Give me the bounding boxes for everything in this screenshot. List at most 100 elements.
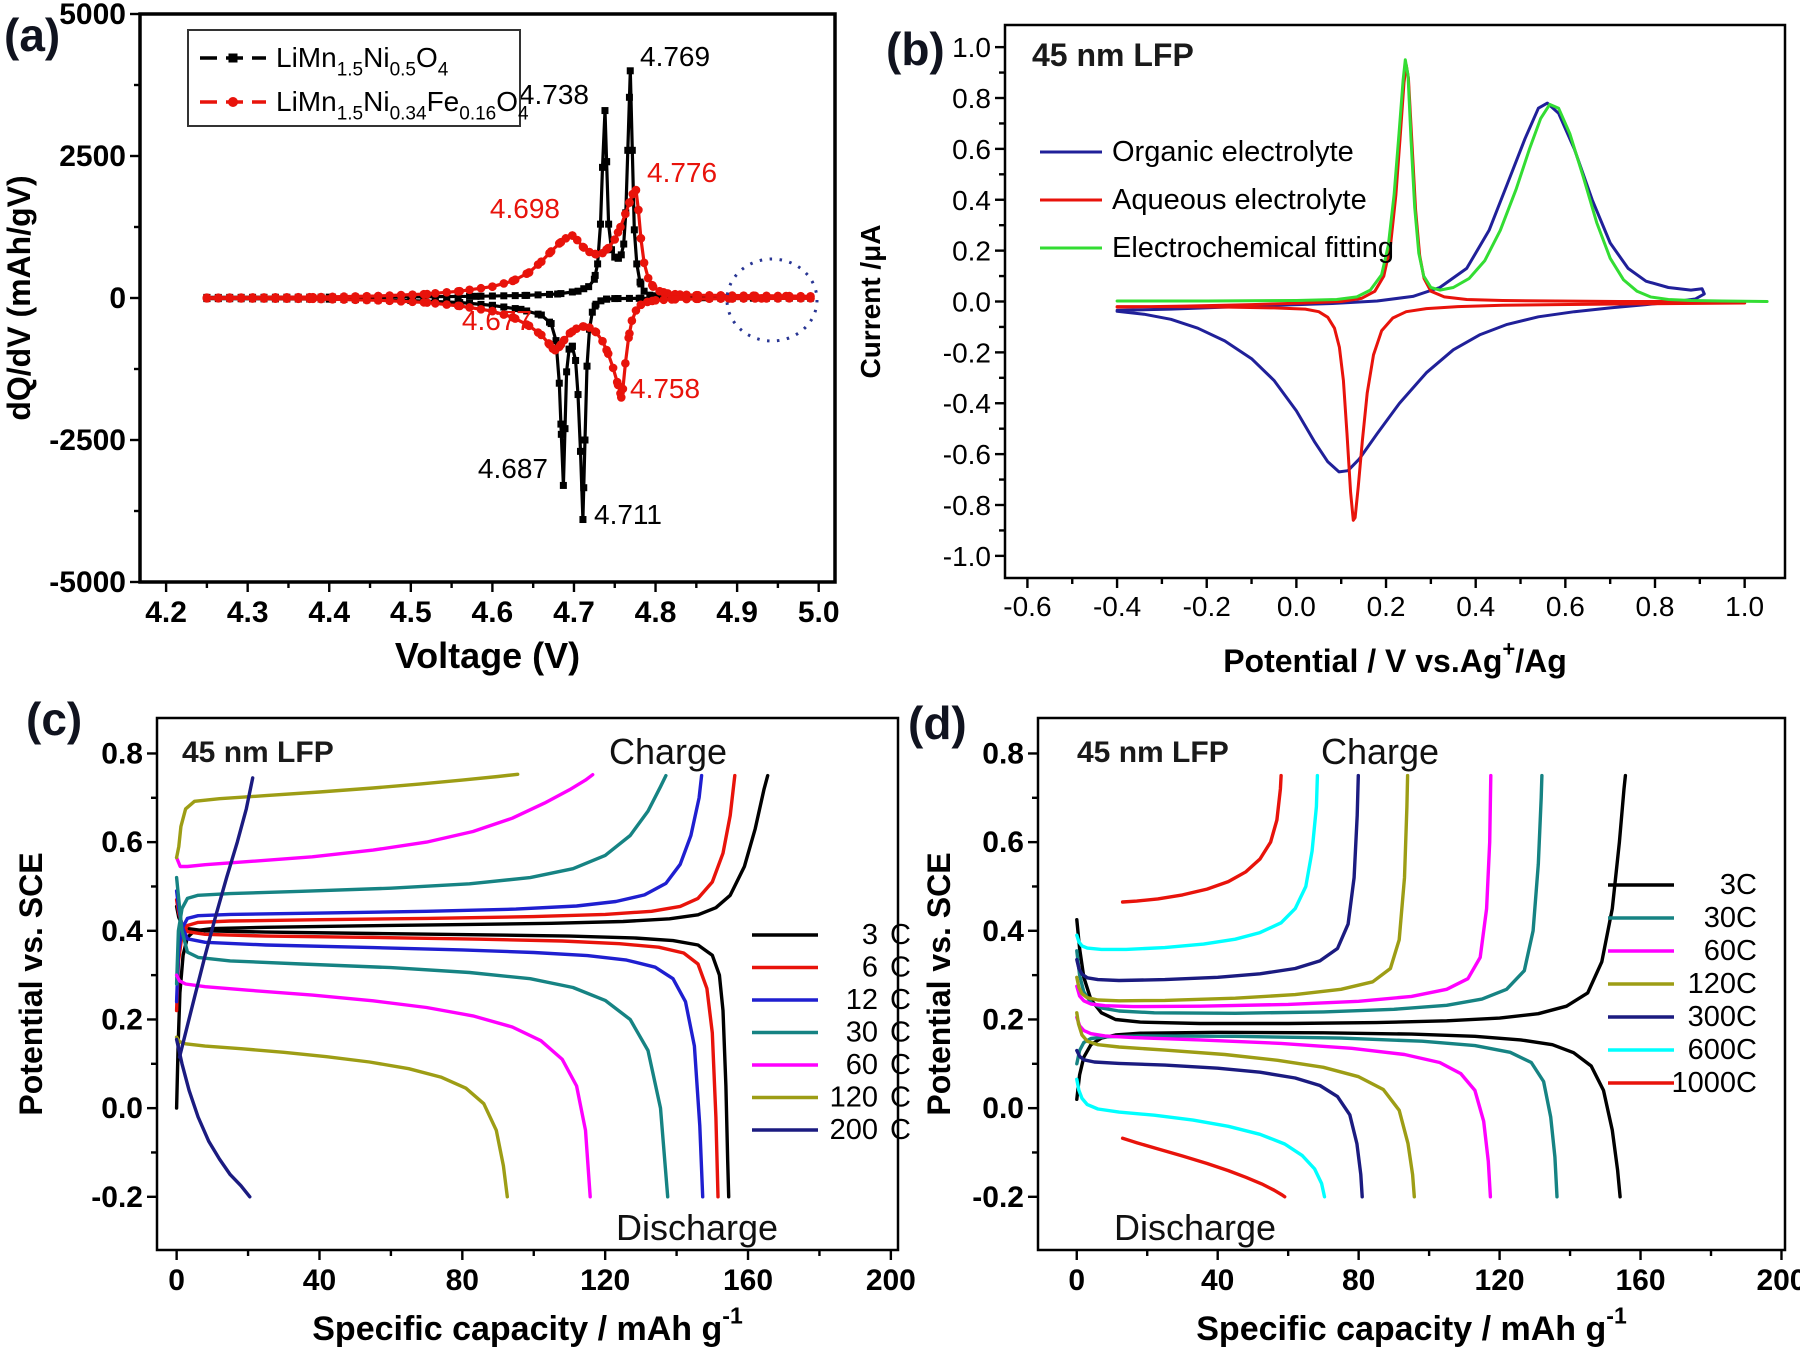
panel-d-series-600C bbox=[1075, 773, 1327, 1199]
svg-text:Organic electrolyte: Organic electrolyte bbox=[1112, 136, 1354, 168]
svg-text:-0.6: -0.6 bbox=[943, 439, 991, 470]
svg-text:4.711: 4.711 bbox=[594, 499, 662, 530]
svg-text:Specific capacity / mAh g-1: Specific capacity / mAh g-1 bbox=[312, 1303, 743, 1348]
panel-d-series-60C bbox=[1075, 773, 1493, 1199]
panel-c-series-120C bbox=[174, 772, 520, 1199]
svg-text:-5000: -5000 bbox=[49, 566, 126, 599]
svg-text:Discharge: Discharge bbox=[1114, 1207, 1276, 1248]
svg-text:1.0: 1.0 bbox=[952, 32, 991, 63]
svg-text:0.2: 0.2 bbox=[1367, 591, 1406, 622]
svg-text:0.2: 0.2 bbox=[952, 236, 991, 267]
svg-text:Discharge: Discharge bbox=[616, 1207, 778, 1248]
svg-text:2500: 2500 bbox=[59, 140, 126, 173]
svg-text:30C: 30C bbox=[1704, 902, 1757, 934]
svg-text:4.677: 4.677 bbox=[462, 305, 532, 336]
svg-text:4.5: 4.5 bbox=[390, 596, 432, 629]
svg-text:45 nm LFP: 45 nm LFP bbox=[182, 736, 334, 769]
svg-text:12: 12 bbox=[846, 984, 878, 1016]
svg-text:160: 160 bbox=[723, 1264, 773, 1297]
svg-text:0: 0 bbox=[109, 282, 126, 315]
svg-text:4.738: 4.738 bbox=[519, 79, 589, 110]
svg-text:40: 40 bbox=[303, 1264, 336, 1297]
svg-text:6: 6 bbox=[862, 952, 878, 984]
svg-text:160: 160 bbox=[1616, 1264, 1666, 1297]
svg-text:0.0: 0.0 bbox=[952, 287, 991, 318]
svg-text:-0.2: -0.2 bbox=[943, 337, 991, 368]
svg-text:Voltage (V): Voltage (V) bbox=[395, 635, 580, 676]
svg-text:0: 0 bbox=[1068, 1264, 1085, 1297]
panel-c-series-60C bbox=[174, 773, 595, 1199]
svg-text:45 nm LFP: 45 nm LFP bbox=[1077, 736, 1229, 769]
svg-text:0.0: 0.0 bbox=[101, 1092, 143, 1125]
svg-text:Potential / V vs.Ag+/Ag: Potential / V vs.Ag+/Ag bbox=[1223, 637, 1567, 679]
svg-text:30: 30 bbox=[846, 1017, 878, 1049]
svg-text:0.0: 0.0 bbox=[982, 1092, 1024, 1125]
svg-text:C: C bbox=[890, 1049, 911, 1081]
svg-text:0.4: 0.4 bbox=[982, 915, 1024, 948]
panel-a-highlight-ellipse bbox=[725, 257, 819, 343]
svg-text:Charge: Charge bbox=[609, 731, 727, 772]
svg-text:0.4: 0.4 bbox=[1456, 591, 1495, 622]
svg-text:60: 60 bbox=[846, 1049, 878, 1081]
svg-text:4.3: 4.3 bbox=[227, 596, 269, 629]
svg-text:200: 200 bbox=[866, 1264, 916, 1297]
panel-label-d: (d) bbox=[908, 697, 967, 749]
svg-text:1.0: 1.0 bbox=[1725, 591, 1764, 622]
svg-text:-0.6: -0.6 bbox=[1003, 591, 1051, 622]
panel-d-series-1000C bbox=[1120, 773, 1287, 1199]
svg-text:60C: 60C bbox=[1704, 935, 1757, 967]
svg-text:120C: 120C bbox=[1688, 968, 1757, 1000]
svg-text:0: 0 bbox=[168, 1264, 185, 1297]
svg-text:1000C: 1000C bbox=[1672, 1067, 1757, 1099]
panel-c-series-12C bbox=[174, 773, 705, 1199]
svg-text:C: C bbox=[890, 919, 911, 951]
svg-text:3: 3 bbox=[862, 919, 878, 951]
panel-d-series-300C bbox=[1075, 773, 1364, 1199]
panel-c: 0 40 80 120 160 200 -0.2 0.0 0.2 0.4 0.6 0.8 45 nm L… bbox=[13, 716, 916, 1348]
svg-text:4.7: 4.7 bbox=[553, 596, 595, 629]
panel-c-axes: 0 40 80 120 160 200 -0.2 0.0 0.2 0.4 0.6 0.8 bbox=[91, 737, 916, 1297]
svg-text:0.4: 0.4 bbox=[952, 185, 991, 216]
svg-text:0.8: 0.8 bbox=[982, 737, 1024, 770]
svg-text:C: C bbox=[890, 984, 911, 1016]
panel-label-b: (b) bbox=[886, 23, 945, 75]
svg-text:Current /μA: Current /μA bbox=[855, 224, 886, 378]
svg-text:0.6: 0.6 bbox=[952, 134, 991, 165]
svg-text:C: C bbox=[890, 952, 911, 984]
panel-label-c: (c) bbox=[26, 693, 83, 745]
svg-text:0.6: 0.6 bbox=[1546, 591, 1585, 622]
svg-text:5000: 5000 bbox=[59, 0, 126, 31]
panel-b-axes: -0.6 -0.4 -0.2 0.0 0.2 0.4 0.6 0.8 1.0 -1.0 -0.8 -0… bbox=[943, 32, 1764, 622]
svg-text:0.2: 0.2 bbox=[982, 1003, 1024, 1036]
svg-text:C: C bbox=[890, 1114, 911, 1146]
svg-text:-0.2: -0.2 bbox=[972, 1181, 1024, 1214]
svg-text:0.6: 0.6 bbox=[101, 826, 143, 859]
svg-text:80: 80 bbox=[446, 1264, 479, 1297]
panel-a-series-LiMn1.5Ni0.34Fe0.16O4 bbox=[202, 185, 815, 402]
svg-text:200: 200 bbox=[1756, 1264, 1800, 1297]
panel-c-series-3C bbox=[174, 773, 770, 1199]
panel-a: 4.2 4.3 4.4 4.5 4.6 4.7 4.8 4.9 5.0 -5000 -2500 0 25… bbox=[1, 0, 840, 676]
svg-text:200: 200 bbox=[830, 1114, 878, 1146]
svg-text:Aqueous electrolyte: Aqueous electrolyte bbox=[1112, 184, 1367, 216]
svg-text:dQ/dV (mAh/gV): dQ/dV (mAh/gV) bbox=[1, 175, 37, 420]
svg-text:Potential vs. SCE: Potential vs. SCE bbox=[13, 852, 49, 1115]
svg-text:0.2: 0.2 bbox=[101, 1003, 143, 1036]
panel-label-a: (a) bbox=[4, 9, 61, 61]
svg-text:4.9: 4.9 bbox=[716, 596, 758, 629]
panel-c-series-6C bbox=[174, 773, 737, 1199]
svg-text:5.0: 5.0 bbox=[798, 596, 840, 629]
svg-text:4.4: 4.4 bbox=[308, 596, 350, 629]
svg-text:600C: 600C bbox=[1688, 1034, 1757, 1066]
svg-text:120: 120 bbox=[1475, 1264, 1525, 1297]
svg-text:3C: 3C bbox=[1720, 869, 1757, 901]
panel-b: -0.6 -0.4 -0.2 0.0 0.2 0.4 0.6 0.8 1.0 -1.0 -0.8 -0… bbox=[855, 23, 1787, 679]
svg-text:300C: 300C bbox=[1688, 1001, 1757, 1033]
svg-text:4.769: 4.769 bbox=[640, 41, 710, 72]
svg-text:-2500: -2500 bbox=[49, 424, 126, 457]
svg-text:Potential vs. SCE: Potential vs. SCE bbox=[921, 852, 957, 1115]
svg-text:-0.8: -0.8 bbox=[943, 490, 991, 521]
